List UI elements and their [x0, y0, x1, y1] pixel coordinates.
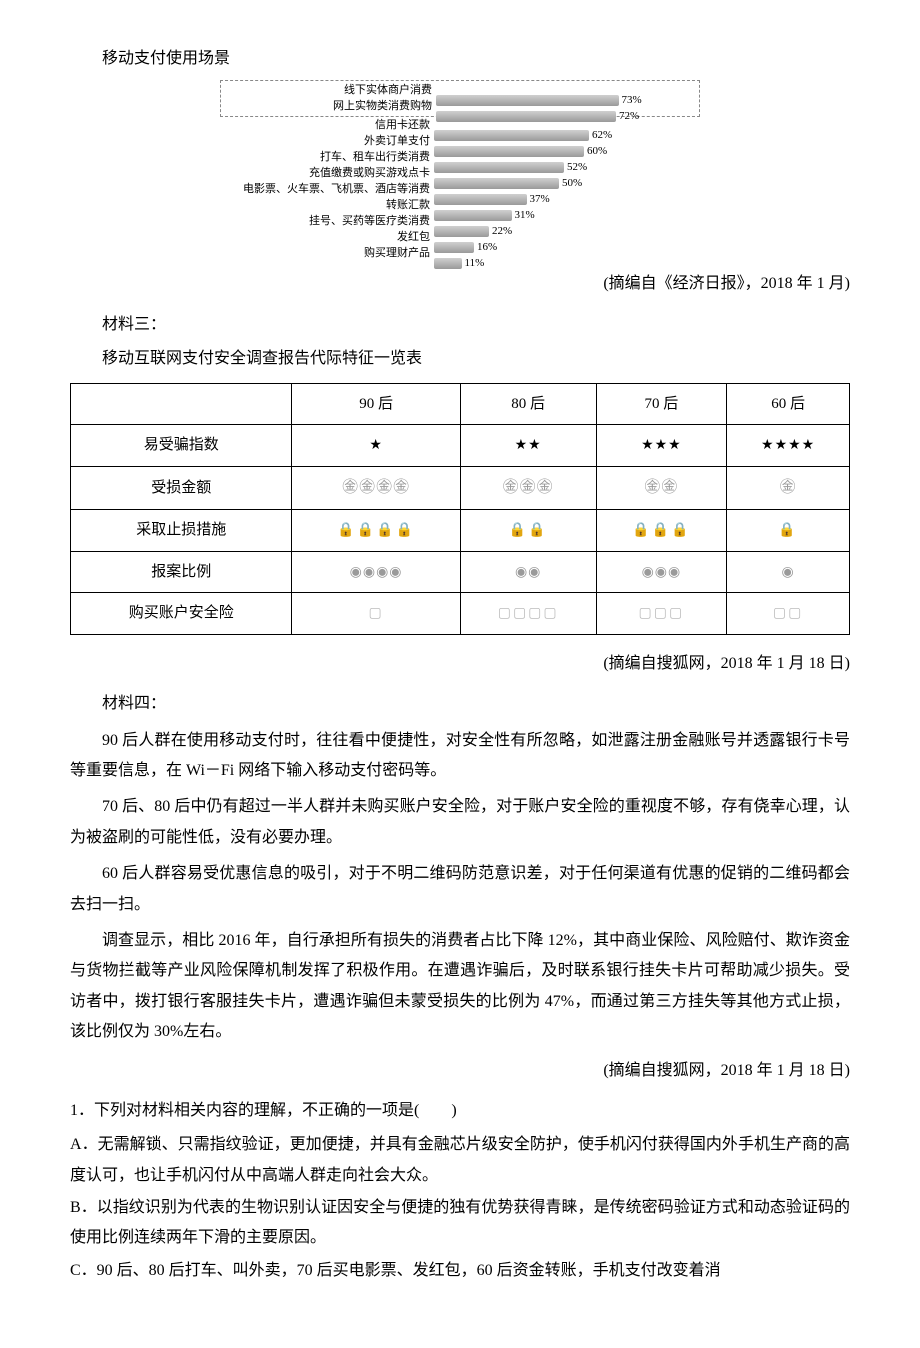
question-option: C．90 后、80 后打车、叫外卖，70 后买电影票、发红包，60 后资金转账，… [70, 1256, 850, 1286]
table-row-label: 报案比例 [71, 551, 292, 593]
table-row: 购买账户安全险▢▢▢▢▢▢▢▢▢▢ [71, 593, 850, 635]
table-row: 采取止损措施🔒🔒🔒🔒🔒🔒🔒🔒🔒🔒 [71, 510, 850, 552]
chart-title: 移动支付使用场景 [70, 44, 850, 74]
chart-bar-area: 50% [434, 168, 684, 180]
paragraph: 90 后人群在使用移动支付时，往往看中便捷性，对安全性有所忽略，如泄露注册金融账… [70, 726, 850, 787]
rating-icon: ㊎㊎㊎㊎ [342, 479, 410, 496]
table-cell: 🔒🔒 [460, 510, 596, 552]
chart-bar-area: 60% [434, 136, 684, 148]
rating-icon: 🔒🔒🔒🔒 [337, 523, 415, 538]
rating-icon: 🔒🔒🔒 [632, 523, 690, 538]
rating-icon: ▢ [368, 606, 383, 621]
paragraph: 70 后、80 后中仍有超过一半人群并未购买账户安全险，对于账户安全险的重视度不… [70, 792, 850, 853]
table-cell: ★★★ [596, 425, 727, 467]
table-cell: ▢ [292, 593, 460, 635]
rating-icon: ▢▢ [773, 606, 803, 621]
rating-icon: 🔒 [778, 523, 797, 538]
table-cell: ◉◉◉◉ [292, 551, 460, 593]
table-row-label: 受损金额 [71, 466, 292, 509]
rating-icon: ㊎ [780, 479, 797, 496]
table-cell: ◉◉◉ [596, 551, 727, 593]
chart-bar [434, 258, 462, 269]
rating-icon: ◉ [782, 565, 795, 580]
rating-icon: ◉◉◉ [642, 565, 682, 580]
question-options: A．无需解锁、只需指纹验证，更加便捷，并具有金融芯片级安全防护，使手机闪付获得国… [70, 1130, 850, 1286]
chart-row: 购买理财产品11% [220, 246, 700, 261]
table-cell: ㊎ [727, 466, 850, 509]
table-cell: ▢▢ [727, 593, 850, 635]
table-cell: ▢▢▢ [596, 593, 727, 635]
table-row: 报案比例◉◉◉◉◉◉◉◉◉◉ [71, 551, 850, 593]
chart-bar-area: 52% [434, 152, 684, 164]
usage-bar-chart: 线下实体商户消费73%网上实物类消费购物72%信用卡还款62%外卖订单支付60%… [220, 80, 700, 261]
paragraph: 60 后人群容易受优惠信息的吸引，对于不明二维码防范意识差，对于任何渠道有优惠的… [70, 859, 850, 920]
question-option: B．以指纹识别为代表的生物识别认证因安全与便捷的独有优势获得青睐，是传统密码验证… [70, 1193, 850, 1254]
table-row-label: 购买账户安全险 [71, 593, 292, 635]
table-row: 受损金额㊎㊎㊎㊎㊎㊎㊎㊎㊎㊎ [71, 466, 850, 509]
table-cell: ★★ [460, 425, 596, 467]
material4-paragraphs: 90 后人群在使用移动支付时，往往看中便捷性，对安全性有所忽略，如泄露注册金融账… [70, 726, 850, 1048]
rating-icon: ★★★★ [761, 438, 815, 453]
chart-source: (摘编自《经济日报》，2018 年 1 月) [70, 269, 850, 299]
rating-icon: ▢▢▢▢ [498, 606, 559, 621]
table-cell: 🔒 [727, 510, 850, 552]
table-header-cell: 90 后 [292, 383, 460, 425]
table-header-cell [71, 383, 292, 425]
table-cell: ▢▢▢▢ [460, 593, 596, 635]
rating-icon: ★★ [515, 438, 542, 453]
chart-highlight-box: 线下实体商户消费73%网上实物类消费购物72% [220, 80, 700, 117]
table-cell: ★ [292, 425, 460, 467]
rating-icon: ◉◉ [515, 565, 541, 580]
table-header-cell: 80 后 [460, 383, 596, 425]
table-header-cell: 70 后 [596, 383, 727, 425]
chart-row-label: 购买理财产品 [220, 243, 434, 264]
material4-heading: 材料四： [70, 689, 850, 719]
table-cell: 🔒🔒🔒 [596, 510, 727, 552]
material4-source: (摘编自搜狐网，2018 年 1 月 18 日) [70, 1056, 850, 1086]
table-row-label: 易受骗指数 [71, 425, 292, 467]
material3-table-title: 移动互联网支付安全调查报告代际特征一览表 [70, 344, 850, 374]
table-cell: ◉ [727, 551, 850, 593]
table-cell: ㊎㊎㊎㊎ [292, 466, 460, 509]
question-stem: 1．下列对材料相关内容的理解，不正确的一项是( ) [70, 1096, 850, 1126]
rating-icon: ㊎㊎ [644, 479, 678, 496]
document-page: 移动支付使用场景 线下实体商户消费73%网上实物类消费购物72%信用卡还款62%… [0, 0, 920, 1348]
table-cell: ★★★★ [727, 425, 850, 467]
chart-bar-area: 72% [436, 101, 686, 113]
material3-heading: 材料三： [70, 310, 850, 340]
chart-bar-area: 22% [434, 216, 684, 228]
chart-bar-area: 37% [434, 184, 684, 196]
rating-icon: ★ [369, 438, 383, 453]
table-cell: ㊎㊎㊎ [460, 466, 596, 509]
table-row-label: 采取止损措施 [71, 510, 292, 552]
table-row: 易受骗指数★★★★★★★★★★ [71, 425, 850, 467]
chart-bar-area: 11% [434, 248, 684, 260]
rating-icon: ★★★ [641, 438, 682, 453]
table-cell: ◉◉ [460, 551, 596, 593]
rating-icon: 🔒🔒 [509, 523, 548, 538]
table-cell: ㊎㊎ [596, 466, 727, 509]
chart-bar-area: 73% [436, 85, 686, 97]
table-header-cell: 60 后 [727, 383, 850, 425]
rating-icon: ◉◉◉◉ [350, 565, 403, 580]
rating-icon: ㊎㊎㊎ [503, 479, 554, 496]
material3-source: (摘编自搜狐网，2018 年 1 月 18 日) [70, 649, 850, 679]
chart-bar-area: 31% [434, 200, 684, 212]
table-cell: 🔒🔒🔒🔒 [292, 510, 460, 552]
question-option: A．无需解锁、只需指纹验证，更加便捷，并具有金融芯片级安全防护，使手机闪付获得国… [70, 1130, 850, 1191]
chart-bar-area: 62% [434, 120, 684, 132]
chart-row: 网上实物类消费购物72% [222, 99, 698, 114]
generation-table: 90 后80 后70 后60 后易受骗指数★★★★★★★★★★受损金额㊎㊎㊎㊎㊎… [70, 383, 850, 635]
chart-row-label: 网上实物类消费购物 [222, 96, 436, 117]
chart-value-label: 11% [465, 257, 485, 269]
paragraph: 调查显示，相比 2016 年，自行承担所有损失的消费者占比下降 12%，其中商业… [70, 926, 850, 1048]
chart-bar-area: 16% [434, 232, 684, 244]
rating-icon: ▢▢▢ [639, 606, 685, 621]
